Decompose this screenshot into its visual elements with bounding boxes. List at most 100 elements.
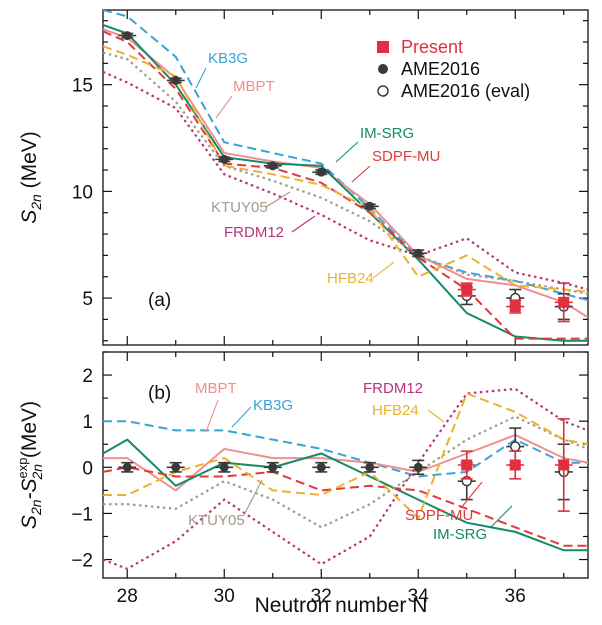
series-label-frdm12: FRDM12 (363, 380, 423, 397)
series-line-ktuy05 (103, 51, 588, 295)
present-point (558, 296, 570, 308)
leader-line-mbpt (205, 399, 219, 433)
x-tick-label: 32 (311, 586, 332, 607)
leader-line-sdpf-mu (460, 481, 483, 509)
series-line-mbpt (103, 433, 588, 492)
x-axis-label: Neutron number N (255, 594, 428, 617)
y-axis-label-mid: -S (18, 478, 41, 499)
leader-line-ktuy05 (265, 191, 291, 208)
series-line-im-srg (103, 23, 588, 342)
y-tick-label: 15 (72, 76, 93, 97)
ame2016-point (122, 462, 132, 472)
series-label-ktuy05: KTUY05 (188, 512, 245, 529)
series-line-kb3g (103, 10, 588, 302)
leader-line-sdpf-mu (351, 165, 371, 183)
ame2016-point (365, 201, 375, 211)
y-tick-label: 2 (82, 366, 93, 387)
series-group (103, 387, 588, 571)
y-axis-label-unit: (MeV) (18, 131, 41, 194)
y-axis-label-sup: exp (15, 458, 30, 479)
y-axis-label-sub: 2n (28, 499, 44, 516)
ame2016-eval-point (510, 441, 521, 452)
ame2016-point (219, 462, 229, 472)
series-label-mbpt: MBPT (195, 380, 237, 397)
series-label-im-srg: IM-SRG (360, 125, 414, 142)
present-point (461, 284, 473, 296)
series-label-hfb24: HFB24 (327, 270, 374, 287)
series-line-im-srg (103, 438, 588, 552)
y-tick-label: 0 (82, 458, 93, 479)
series-line-hfb24 (103, 392, 588, 520)
series-line-hfb24 (103, 45, 588, 293)
series-line-ktuy05 (103, 415, 588, 529)
leader-line-frdm12 (291, 215, 316, 233)
ame2016-point (316, 462, 326, 472)
leader-line-hfb24 (427, 409, 445, 423)
leader-line-hfb24 (372, 261, 395, 279)
plot-frame (102, 351, 589, 579)
series-label-sdpf-mu: SDPF-MU (372, 148, 440, 165)
plot-frame (102, 9, 589, 346)
series-group (103, 10, 588, 342)
y-tick-label: 5 (82, 289, 93, 310)
x-tick-label: 34 (408, 586, 430, 607)
series-label-mbpt: MBPT (233, 78, 275, 95)
legend-marker-ame2016 (378, 64, 388, 74)
series-label-kb3g: KB3G (253, 397, 293, 414)
leader-line-kb3g (195, 67, 207, 89)
leader-line-im-srg (335, 141, 359, 163)
leader-line-kb3g (231, 406, 252, 428)
ame2016-point (413, 248, 423, 258)
ame2016-point (268, 462, 278, 472)
leader-line-mbpt (215, 95, 233, 119)
series-line-mbpt (103, 28, 588, 319)
y-axis-label-sub2: 2n (29, 464, 45, 481)
y-axis-label-sub: 2n (28, 194, 44, 211)
ame2016-point (413, 462, 423, 472)
panel-tag: (b) (148, 383, 171, 404)
ame2016-point (171, 462, 181, 472)
ame2016-point (365, 462, 375, 472)
ame2016-point (122, 31, 132, 41)
y-tick-label: −1 (71, 504, 93, 525)
legend-label-present: Present (401, 37, 463, 57)
panel-tag: (a) (148, 290, 171, 311)
ame2016-point (219, 154, 229, 164)
series-label-im-srg: IM-SRG (433, 526, 487, 543)
present-point (558, 459, 570, 471)
legend-marker-ame2016-eval (377, 85, 389, 97)
x-tick-label: 36 (505, 586, 526, 607)
series-label-sdpf-mu: SDPF-MU (405, 507, 473, 524)
legend-label-ame2016: AME2016 (401, 59, 480, 79)
series-line-sdpf-mu (103, 30, 588, 340)
y-axis-label: S2n (MeV) (18, 131, 44, 224)
series-label-kb3g: KB3G (208, 50, 248, 67)
present-point (461, 459, 473, 471)
y-axis-label-unit: (MeV) (18, 401, 41, 464)
series-label-ktuy05: KTUY05 (211, 199, 268, 216)
y-tick-label: 1 (82, 412, 93, 433)
x-tick-label: 30 (214, 586, 235, 607)
leader-line-im-srg (489, 505, 513, 529)
series-line-kb3g (103, 420, 588, 478)
y-axis-label-main: S (18, 515, 41, 529)
x-tick-label: 28 (117, 586, 138, 607)
ame2016-point (268, 161, 278, 171)
panel-a: 5 10 15 S2n (MeV) KB3G MBPT IM-SRG SDPF-MU KTUY0… (18, 9, 589, 346)
legend-label-ame2016-eval: AME2016 (eval) (401, 81, 530, 101)
ame2016-point (171, 75, 181, 85)
legend-marker-present (377, 41, 389, 53)
series-label-frdm12: FRDM12 (224, 224, 284, 241)
y-tick-label: 10 (72, 182, 93, 203)
series-label-hfb24: HFB24 (372, 402, 419, 419)
present-point (509, 459, 521, 471)
y-axis-label: S2n-Sexp2n (MeV) (15, 401, 45, 529)
y-tick-label: −2 (71, 551, 93, 572)
series-line-frdm12 (103, 387, 588, 571)
ame2016-point (316, 167, 326, 177)
present-point (509, 301, 521, 313)
series-line-frdm12 (103, 70, 588, 291)
